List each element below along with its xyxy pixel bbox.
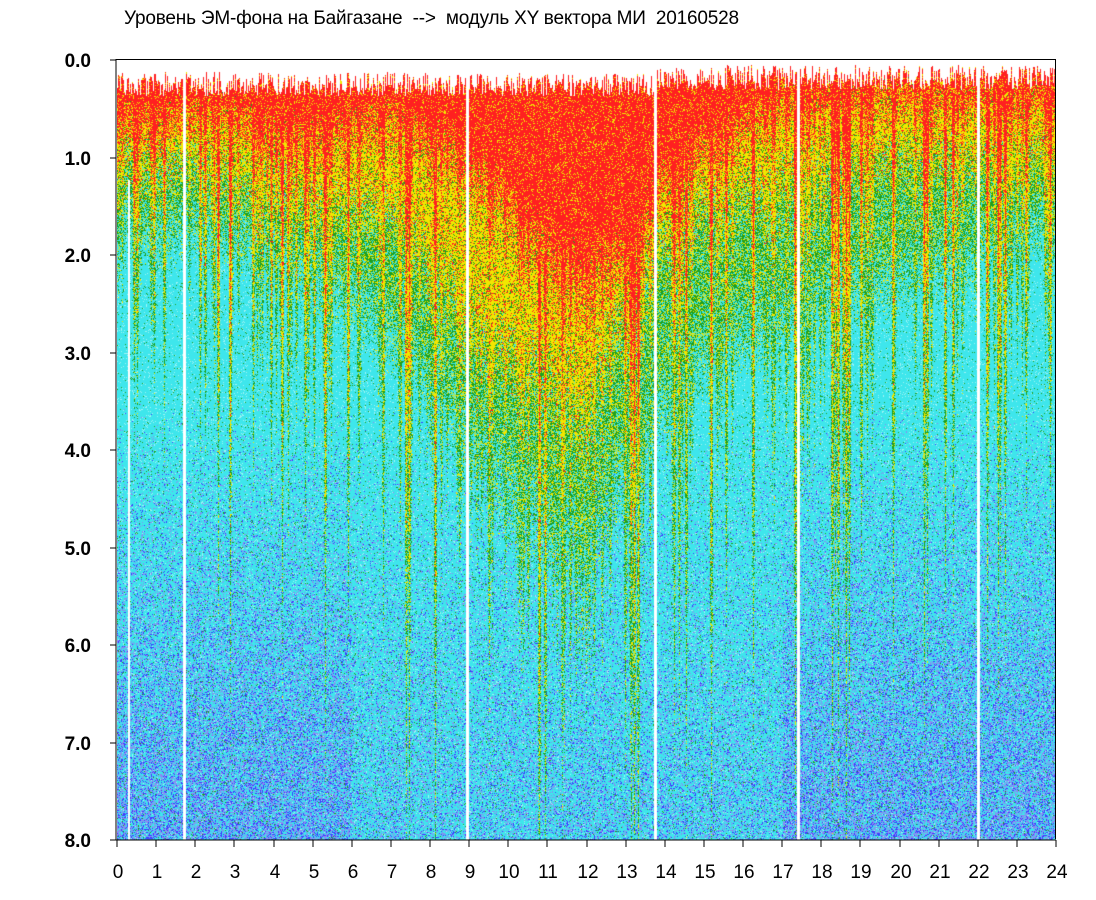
y-tick-label: 8.0 (65, 831, 91, 852)
x-axis: 0 1 2 3 4 5 6 7 8 9 10 11 12 13 14 15 16 17 18 19 20 21 22 23 24 (113, 839, 1068, 883)
x-tick-label: 8 (426, 862, 437, 883)
x-tick-label: 21 (929, 862, 950, 883)
x-tick-label: 7 (387, 862, 398, 883)
y-tick-label: 4.0 (65, 441, 91, 462)
x-tick-label: 4 (270, 862, 281, 883)
x-tick-label: 24 (1046, 862, 1068, 883)
y-tick-label: 2.0 (65, 246, 91, 267)
x-tick-label: 3 (230, 862, 241, 883)
x-tick-label: 0 (113, 862, 124, 883)
x-tick-label: 1 (152, 862, 163, 883)
y-tick-label: 3.0 (65, 344, 91, 365)
y-tick-label: 5.0 (65, 539, 91, 560)
x-tick-label: 15 (694, 862, 715, 883)
x-tick-label: 14 (655, 862, 677, 883)
x-tick-label: 11 (538, 862, 558, 883)
x-tick-label: 23 (1007, 862, 1028, 883)
x-tick-label: 19 (850, 862, 871, 883)
x-tick-label: 22 (968, 862, 989, 883)
x-tick-label: 13 (616, 862, 637, 883)
y-tick-label: 6.0 (65, 636, 91, 657)
x-tick-label: 17 (772, 862, 793, 883)
x-tick-label: 9 (465, 862, 476, 883)
x-tick-label: 2 (191, 862, 202, 883)
y-tick-label: 7.0 (65, 734, 91, 755)
x-tick-label: 20 (890, 862, 911, 883)
x-tick-label: 16 (733, 862, 754, 883)
chart-title: Уровень ЭМ-фона на Байгазане --> модуль … (124, 8, 739, 29)
x-tick-label: 12 (577, 862, 598, 883)
x-tick-label: 18 (811, 862, 832, 883)
y-tick-label: 1.0 (65, 149, 91, 170)
x-tick-label: 6 (348, 862, 359, 883)
x-tick-label: 10 (498, 862, 519, 883)
x-tick-label: 5 (309, 862, 320, 883)
y-tick-label: 0.0 (65, 51, 91, 72)
heatmap-canvas (117, 60, 1056, 840)
y-axis: 0.0 1.0 2.0 3.0 4.0 5.0 6.0 7.0 8.0 (65, 51, 117, 852)
heatmap-plot-area (117, 60, 1056, 840)
